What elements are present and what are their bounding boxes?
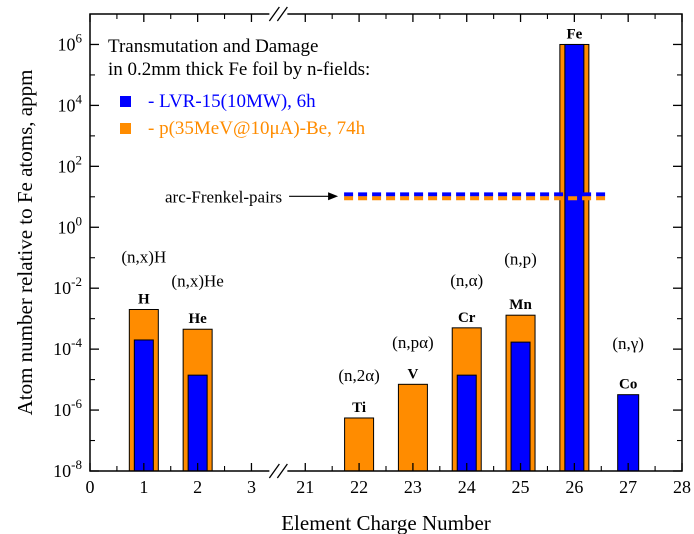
y-tick-label-1: 10-6 xyxy=(53,396,82,420)
element-label-co: Co xyxy=(619,377,637,393)
legend-entry-0: - LVR-15(10MW), 6h xyxy=(148,91,316,112)
element-label-he: He xyxy=(188,311,207,327)
element-label-mn: Mn xyxy=(509,297,532,313)
x-tick-label-4: 21 xyxy=(296,477,314,497)
y-tick-label-5: 102 xyxy=(58,152,83,176)
bar-lvr-h xyxy=(133,339,154,472)
frenkel-label: arc-Frenkel-pairs xyxy=(165,187,282,206)
legend-swatch-0 xyxy=(120,96,131,107)
x-axis-ticks: 0 1 2 3 21 22 23 24 25 26 27 28 xyxy=(86,14,691,497)
reaction-label-1: (n,x)He xyxy=(171,271,223,290)
y-tick-label-0: 10-8 xyxy=(53,457,82,481)
x-tick-label-5: 22 xyxy=(350,477,368,497)
element-label-v: V xyxy=(407,366,418,382)
axis-break-gap-0 xyxy=(269,10,288,18)
y-tick-label-4: 100 xyxy=(58,213,83,237)
x-tick-label-2: 2 xyxy=(193,477,202,497)
y-tick-label-2: 10-4 xyxy=(53,335,82,359)
reaction-label-3: (n,pα) xyxy=(392,333,433,352)
axis-break-slash xyxy=(276,6,288,22)
reaction-label-5: (n,p) xyxy=(504,249,537,268)
axis-break-slash xyxy=(268,463,280,479)
bar-lvr-co xyxy=(617,394,640,472)
bar-pbe-ti xyxy=(344,417,375,472)
x-tick-label-1: 1 xyxy=(139,477,148,497)
frenkel-lines: arc-Frenkel-pairs xyxy=(165,187,609,206)
bar-lvr-mn xyxy=(510,341,531,472)
element-label-cr: Cr xyxy=(458,310,476,326)
y-axis-label: Atom number relative to Fe atoms, appm xyxy=(13,70,37,416)
plot-frame xyxy=(89,13,683,472)
legend-entry-1: - p(35MeV@10μA)-Be, 74h xyxy=(148,118,366,139)
legend-title-line-1: in 0.2mm thick Fe foil by n-fields: xyxy=(108,59,370,80)
y-tick-label-3: 10-2 xyxy=(53,274,82,298)
axis-break-marks xyxy=(268,6,288,479)
reaction-label-0: (n,x)H xyxy=(121,247,166,266)
legend-title-line-0: Transmutation and Damage xyxy=(108,36,318,57)
reaction-label-2: (n,2α) xyxy=(338,366,379,385)
axis-break-gap-1 xyxy=(269,467,288,475)
x-tick-label-11: 28 xyxy=(673,477,691,497)
frenkel-arrow-head xyxy=(328,192,339,201)
y-tick-label-7: 106 xyxy=(58,30,83,54)
x-tick-label-10: 27 xyxy=(619,477,637,497)
reaction-label-4: (n,α) xyxy=(450,271,483,290)
axis-break-slash xyxy=(276,463,288,479)
axis-break-slash xyxy=(268,6,280,22)
bar-lvr-fe xyxy=(564,43,585,472)
x-axis-label: Element Charge Number xyxy=(281,511,491,534)
bars-group xyxy=(128,43,640,472)
x-tick-label-0: 0 xyxy=(86,477,95,497)
element-label-h: H xyxy=(138,291,150,307)
bar-labels: H He Ti V Cr Mn Fe Co (n,x)H (n,x)He (n,2α) (n,pα) (… xyxy=(121,26,644,416)
legend-swatch-1 xyxy=(120,123,131,134)
element-label-fe: Fe xyxy=(566,26,582,42)
reaction-label-6: (n,γ) xyxy=(612,334,644,353)
bar-pbe-v xyxy=(397,383,428,472)
x-tick-label-9: 26 xyxy=(565,477,583,497)
y-axis-ticks: 10-8 10-6 10-4 10-2 100 102 104 106 xyxy=(53,30,682,481)
bar-lvr-he xyxy=(187,374,208,472)
y-tick-label-6: 104 xyxy=(58,91,83,115)
x-tick-label-7: 24 xyxy=(458,477,476,497)
x-tick-label-3: 3 xyxy=(247,477,256,497)
bar-lvr-cr xyxy=(456,374,477,472)
element-label-ti: Ti xyxy=(352,400,366,416)
x-tick-label-8: 25 xyxy=(512,477,530,497)
x-tick-label-6: 23 xyxy=(404,477,422,497)
